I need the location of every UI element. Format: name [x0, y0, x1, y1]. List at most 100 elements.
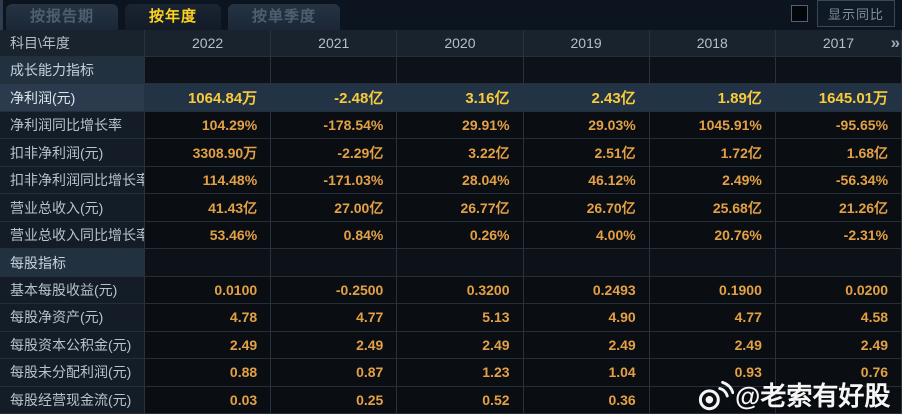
- cell-value: 0.03: [145, 386, 272, 414]
- cell-value: [397, 57, 524, 85]
- cell-value: 0.93: [649, 359, 776, 387]
- show-yoy-control: 显示同比: [790, 0, 902, 27]
- cell-value: 1.68亿: [775, 139, 902, 167]
- cell-value: [649, 386, 776, 414]
- cell-value: 2.49: [775, 331, 902, 360]
- cell-value: 2.49: [145, 331, 272, 360]
- cell-value: 3308.90万: [145, 139, 272, 167]
- cell-value: 0.0100: [145, 276, 272, 305]
- cell-value: 1.23: [397, 359, 524, 387]
- cell-value: [775, 57, 902, 85]
- more-years-icon[interactable]: »: [890, 33, 901, 52]
- tab-by-report-period[interactable]: 按报告期: [6, 4, 119, 30]
- cell-value: [775, 386, 902, 414]
- cell-value: 2.49: [271, 331, 398, 360]
- show-yoy-label[interactable]: 显示同比: [816, 0, 895, 27]
- cell-value: 0.3200: [397, 276, 524, 305]
- row-label: 每股净资产(元): [0, 304, 145, 332]
- table-row[interactable]: 每股未分配利润(元) 0.88 0.87 1.23 1.04 0.93 0.76: [0, 359, 902, 387]
- section-header-row[interactable]: 成长能力指标: [0, 57, 902, 85]
- header-subject-column: 科目\年度: [0, 30, 145, 57]
- cell-value: 0.1900: [649, 276, 776, 305]
- cell-value: [397, 249, 524, 277]
- row-label: 基本每股收益(元): [0, 276, 145, 305]
- table-row[interactable]: 净利润同比增长率 104.29% -178.54% 29.91% 29.03% 1045.…: [0, 111, 902, 140]
- cell-value: 53.46%: [145, 221, 272, 250]
- cell-value: 0.88: [145, 359, 272, 387]
- header-year-column: 2018: [649, 30, 776, 57]
- cell-value: [523, 249, 650, 277]
- cell-value: 0.52: [397, 386, 524, 414]
- cell-value: 27.00亿: [271, 194, 398, 222]
- cell-value: 46.12%: [523, 166, 650, 195]
- row-label: 每股指标: [0, 249, 145, 277]
- cell-value: 2.49%: [649, 166, 776, 195]
- row-label: 每股未分配利润(元): [0, 359, 145, 387]
- cell-value: 2.43亿: [523, 84, 650, 112]
- row-label: 营业总收入(元): [0, 194, 145, 222]
- cell-value: 1064.84万: [145, 84, 272, 112]
- cell-value: 29.03%: [523, 111, 650, 140]
- table-row[interactable]: 净利润(元) 1064.84万 -2.48亿 3.16亿 2.43亿 1.89亿 1645.…: [0, 84, 902, 112]
- cell-value: -171.03%: [271, 166, 398, 195]
- row-label: 每股经营现金流(元): [0, 386, 145, 414]
- cell-value: 2.49: [649, 331, 776, 360]
- row-label: 扣非净利润(元): [0, 139, 145, 167]
- cell-value: 29.91%: [397, 111, 524, 140]
- cell-value: 0.76: [775, 359, 902, 387]
- table-row[interactable]: 每股经营现金流(元) 0.03 0.25 0.52 0.36: [0, 386, 902, 414]
- cell-value: [523, 57, 650, 85]
- cell-value: 4.77: [649, 304, 776, 332]
- section-header-row[interactable]: 每股指标: [0, 249, 902, 277]
- cell-value: -2.48亿: [271, 84, 398, 112]
- header-year-column: 2017»: [775, 30, 902, 57]
- cell-value: 0.87: [271, 359, 398, 387]
- table-body: 成长能力指标 净利润(元) 1064.84万 -2.48亿 3.16亿 2.43亿 1.89…: [0, 57, 902, 414]
- cell-value: 0.84%: [271, 221, 398, 250]
- table-header-row: 科目\年度 2022 2021 2020 2019 2018 2017»: [0, 30, 902, 57]
- cell-value: [775, 249, 902, 277]
- cell-value: -2.31%: [775, 221, 902, 250]
- row-label: 扣非净利润同比增长率: [0, 166, 145, 195]
- cell-value: 1045.91%: [649, 111, 776, 140]
- table-row[interactable]: 扣非净利润同比增长率 114.48% -171.03% 28.04% 46.12% 2.4…: [0, 166, 902, 195]
- cell-value: [145, 249, 272, 277]
- table-row[interactable]: 营业总收入同比增长率 53.46% 0.84% 0.26% 4.00% 20.76% -2.…: [0, 221, 902, 250]
- cell-value: 0.2493: [523, 276, 650, 305]
- header-year-column: 2020: [397, 30, 524, 57]
- table-row[interactable]: 扣非净利润(元) 3308.90万 -2.29亿 3.22亿 2.51亿 1.72亿 1.6…: [0, 139, 902, 167]
- cell-value: 26.77亿: [397, 194, 524, 222]
- cell-value: 0.26%: [397, 221, 524, 250]
- header-year-column: 2021: [271, 30, 398, 57]
- cell-value: 26.70亿: [523, 194, 650, 222]
- cell-value: 20.76%: [649, 221, 776, 250]
- table-row[interactable]: 每股资本公积金(元) 2.49 2.49 2.49 2.49 2.49 2.49: [0, 331, 902, 360]
- cell-value: 21.26亿: [775, 194, 902, 222]
- period-tab-bar: 按报告期 按年度 按单季度 显示同比: [0, 0, 902, 30]
- row-label: 营业总收入同比增长率: [0, 221, 145, 250]
- table-row[interactable]: 每股净资产(元) 4.78 4.77 5.13 4.90 4.77 4.58: [0, 304, 902, 332]
- header-year-column: 2019: [523, 30, 650, 57]
- cell-value: 4.77: [271, 304, 398, 332]
- row-label: 净利润(元): [0, 84, 145, 112]
- show-yoy-checkbox[interactable]: [790, 5, 808, 22]
- cell-value: 114.48%: [145, 166, 272, 195]
- cell-value: 1.04: [523, 359, 650, 387]
- row-label: 每股资本公积金(元): [0, 331, 145, 360]
- row-label: 净利润同比增长率: [0, 111, 145, 140]
- cell-value: 1645.01万: [775, 84, 902, 112]
- tab-by-quarter[interactable]: 按单季度: [228, 4, 341, 30]
- cell-value: [145, 57, 272, 85]
- cell-value: 1.72亿: [649, 139, 776, 167]
- cell-value: 28.04%: [397, 166, 524, 195]
- cell-value: 2.49: [397, 331, 524, 360]
- cell-value: 0.36: [523, 386, 650, 414]
- cell-value: 0.25: [271, 386, 398, 414]
- cell-value: 4.58: [775, 304, 902, 332]
- cell-value: 2.49: [523, 331, 650, 360]
- tab-by-year[interactable]: 按年度: [125, 4, 222, 30]
- table-row[interactable]: 基本每股收益(元) 0.0100 -0.2500 0.3200 0.2493 0.1900…: [0, 276, 902, 305]
- table-row[interactable]: 营业总收入(元) 41.43亿 27.00亿 26.77亿 26.70亿 25.68亿 21…: [0, 194, 902, 222]
- cell-value: 2.51亿: [523, 139, 650, 167]
